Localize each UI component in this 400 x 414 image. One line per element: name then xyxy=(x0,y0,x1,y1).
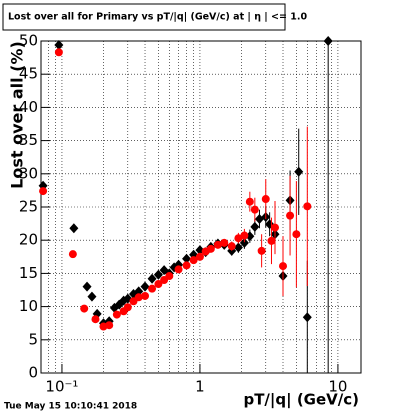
data-point xyxy=(80,304,89,313)
data-point xyxy=(261,195,270,204)
data-point xyxy=(54,39,64,50)
data-point xyxy=(267,236,276,245)
data-point xyxy=(286,211,295,220)
data-point xyxy=(271,223,280,232)
y-tick-label: 40 xyxy=(19,98,38,116)
data-point xyxy=(123,293,133,304)
data-point xyxy=(189,249,199,260)
y-tick-label: 45 xyxy=(19,65,38,83)
y-tick-label: 5 xyxy=(28,330,38,348)
data-point xyxy=(240,231,249,240)
data-point xyxy=(195,252,204,261)
y-axis-label: Lost over all (%) xyxy=(8,41,27,189)
data-point xyxy=(182,261,191,270)
data-point xyxy=(123,303,132,312)
x-axis-label: pT/|q| (GeV/c) xyxy=(243,391,359,410)
data-point xyxy=(292,230,301,239)
x-tick-label: 10⁻¹ xyxy=(45,378,78,396)
footer: Tue May 15 10:10:41 2018 xyxy=(4,402,137,412)
data-point xyxy=(303,202,312,211)
data-point xyxy=(182,253,192,264)
data-point xyxy=(82,281,92,292)
data-point xyxy=(213,240,222,249)
data-point xyxy=(105,321,114,330)
data-point xyxy=(69,223,79,234)
data-point xyxy=(134,286,144,297)
data-point xyxy=(227,242,236,251)
data-point xyxy=(234,234,243,243)
data-point xyxy=(323,36,333,46)
y-tick-label: 10 xyxy=(19,297,38,315)
x-tick-label: 1 xyxy=(195,378,205,396)
data-point xyxy=(233,242,243,253)
data-point xyxy=(134,293,143,302)
data-point xyxy=(254,213,264,224)
y-tick-label: 0 xyxy=(28,364,38,382)
y-tick-label: 50 xyxy=(19,32,38,50)
data-point xyxy=(257,246,266,255)
data-point xyxy=(245,197,254,206)
y-tick-label: 30 xyxy=(19,164,38,182)
y-tick-label: 15 xyxy=(19,264,38,282)
data-point xyxy=(140,281,150,292)
data-point xyxy=(148,284,157,293)
data-point xyxy=(250,205,259,214)
data-point xyxy=(165,272,174,281)
data-point xyxy=(174,265,183,274)
y-tick-label: 35 xyxy=(19,131,38,149)
data-point xyxy=(91,315,100,324)
data-point xyxy=(220,238,229,247)
data-point xyxy=(302,312,312,323)
data-point xyxy=(68,250,77,259)
data-point xyxy=(112,310,121,319)
chart-title: Lost over all for Primary vs pT/|q| (GeV… xyxy=(8,12,307,23)
data-point xyxy=(250,221,260,232)
data-point xyxy=(147,273,157,284)
data-point xyxy=(87,291,97,302)
data-point xyxy=(239,237,249,248)
data-point xyxy=(54,48,63,57)
data-point xyxy=(189,256,198,265)
data-point xyxy=(206,244,215,253)
data-point xyxy=(141,291,150,300)
data-point xyxy=(294,166,304,177)
x-tick-label: 10 xyxy=(328,378,347,396)
data-point xyxy=(39,187,48,196)
data-point xyxy=(153,269,163,280)
plot-frame xyxy=(40,40,362,374)
data-point xyxy=(154,280,163,289)
data-point xyxy=(279,262,288,271)
title-box xyxy=(2,3,286,31)
y-tick-label: 20 xyxy=(19,231,38,249)
y-tick-label: 25 xyxy=(19,198,38,216)
